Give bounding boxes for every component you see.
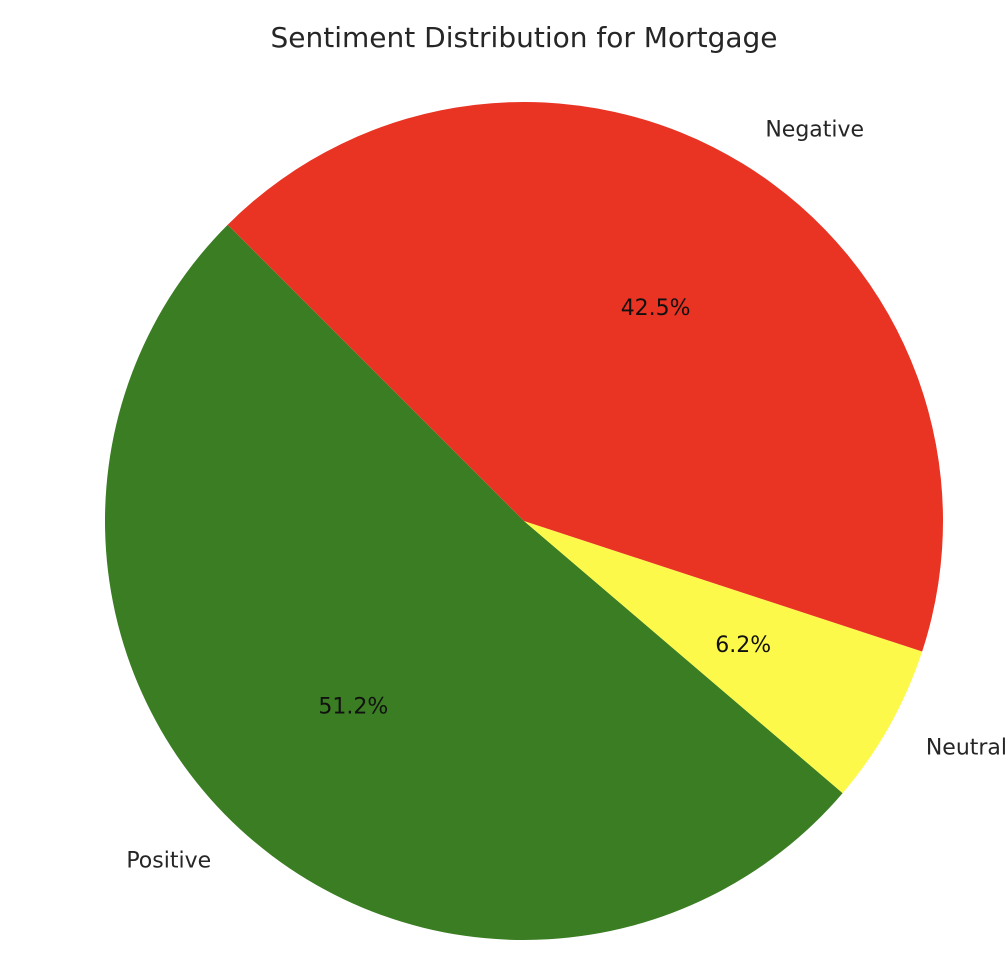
pie-slice-negative bbox=[227, 101, 943, 652]
chart-title: Sentiment Distribution for Mortgage bbox=[271, 21, 778, 54]
slice-label-neutral: Neutral bbox=[926, 736, 1007, 761]
pie-slice-positive bbox=[105, 224, 843, 940]
pct-label-positive: 51.2% bbox=[318, 695, 388, 720]
slice-label-negative: Negative bbox=[765, 117, 864, 142]
pct-label-neutral: 6.2% bbox=[715, 633, 771, 658]
pie-slice-neutral bbox=[524, 521, 923, 794]
pie-slices bbox=[105, 101, 943, 940]
pct-label-negative: 42.5% bbox=[621, 296, 691, 321]
slice-label-positive: Positive bbox=[126, 848, 211, 873]
pie-labels: Positive 51.2% Neutral 6.2% Negative 42.5% bbox=[126, 117, 1007, 873]
